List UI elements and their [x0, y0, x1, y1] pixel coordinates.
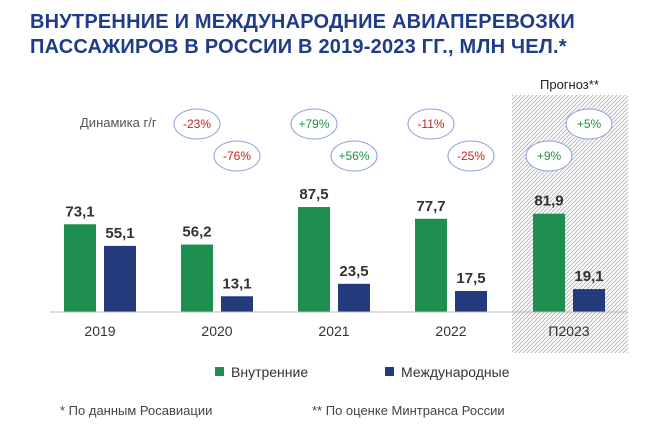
- forecast-label: Прогноз**: [540, 77, 599, 92]
- dynamics-value-4: -11%: [417, 117, 444, 131]
- x-tick-label-0: 2019: [84, 323, 115, 339]
- dynamics-value-7: +5%: [577, 117, 602, 131]
- dynamics-value-3: +56%: [338, 149, 369, 163]
- bar-international-0: [104, 245, 136, 312]
- dynamics-bubble-3: [330, 140, 378, 172]
- data-label-domestic-4: 81,9: [534, 193, 563, 210]
- title-line-2: ПАССАЖИРОВ В РОССИИ В 2019-2023 ГГ., МЛН…: [30, 36, 567, 58]
- dynamics-bubble-6: [525, 140, 573, 172]
- legend-item-international: Международные: [385, 364, 510, 380]
- footnote-forecast: ** По оценке Минтранса России: [312, 403, 505, 418]
- x-tick-label-1: 2020: [201, 323, 232, 339]
- x-tick-label-2: 2021: [318, 323, 349, 339]
- dynamics-bubble-2: [290, 108, 338, 140]
- dynamics-value-6: +9%: [537, 149, 562, 163]
- dynamics-value-5: -25%: [457, 149, 485, 163]
- dynamics-bubble-5: [447, 140, 495, 172]
- data-label-international-1: 13,1: [222, 275, 251, 292]
- forecast-region: [512, 95, 628, 353]
- dynamics-bubble-4: [407, 108, 455, 140]
- title-line-1: ВНУТРЕННИЕ И МЕЖДУНАРОДНИЕ АВИАПЕРЕВОЗКИ: [30, 11, 575, 33]
- data-label-domestic-3: 77,7: [416, 198, 445, 215]
- data-label-international-4: 19,1: [574, 268, 603, 285]
- x-tick-label-4: П2023: [548, 323, 589, 339]
- data-label-domestic-1: 56,2: [182, 224, 211, 241]
- bar-international-2: [338, 283, 370, 312]
- data-label-international-3: 17,5: [456, 270, 485, 287]
- bar-domestic-4: [533, 213, 565, 312]
- bar-domestic-3: [415, 218, 447, 312]
- legend-swatch-international: [385, 367, 394, 376]
- dynamics-value-1: -76%: [223, 149, 251, 163]
- data-label-domestic-2: 87,5: [299, 186, 328, 203]
- data-label-domestic-0: 73,1: [65, 203, 94, 220]
- dynamics-value-2: +79%: [298, 117, 329, 131]
- bar-international-3: [455, 291, 487, 312]
- bar-international-4: [573, 289, 605, 312]
- legend-label-domestic: Внутренние: [231, 364, 309, 380]
- bar-international-1: [221, 296, 253, 312]
- legend-swatch-domestic: [215, 367, 224, 376]
- dynamics-label: Динамика г/г: [80, 115, 157, 130]
- bar-domestic-0: [64, 224, 96, 312]
- legend-item-domestic: Внутренние: [215, 364, 308, 380]
- footnote-source: * По данным Росавиации: [60, 403, 213, 418]
- dynamics-bubble-0: [173, 108, 221, 140]
- x-tick-label-3: 2022: [435, 323, 466, 339]
- data-label-international-0: 55,1: [105, 225, 134, 242]
- bar-domestic-1: [181, 244, 213, 312]
- dynamics-bubble-1: [213, 140, 261, 172]
- data-label-international-2: 23,5: [339, 263, 368, 280]
- dynamics-bubble-7: [565, 108, 613, 140]
- dynamics-value-0: -23%: [183, 117, 211, 131]
- chart-title: ВНУТРЕННИЕ И МЕЖДУНАРОДНИЕ АВИАПЕРЕВОЗКИ…: [30, 10, 640, 60]
- bar-domestic-2: [298, 207, 330, 312]
- legend-label-international: Международные: [401, 364, 510, 380]
